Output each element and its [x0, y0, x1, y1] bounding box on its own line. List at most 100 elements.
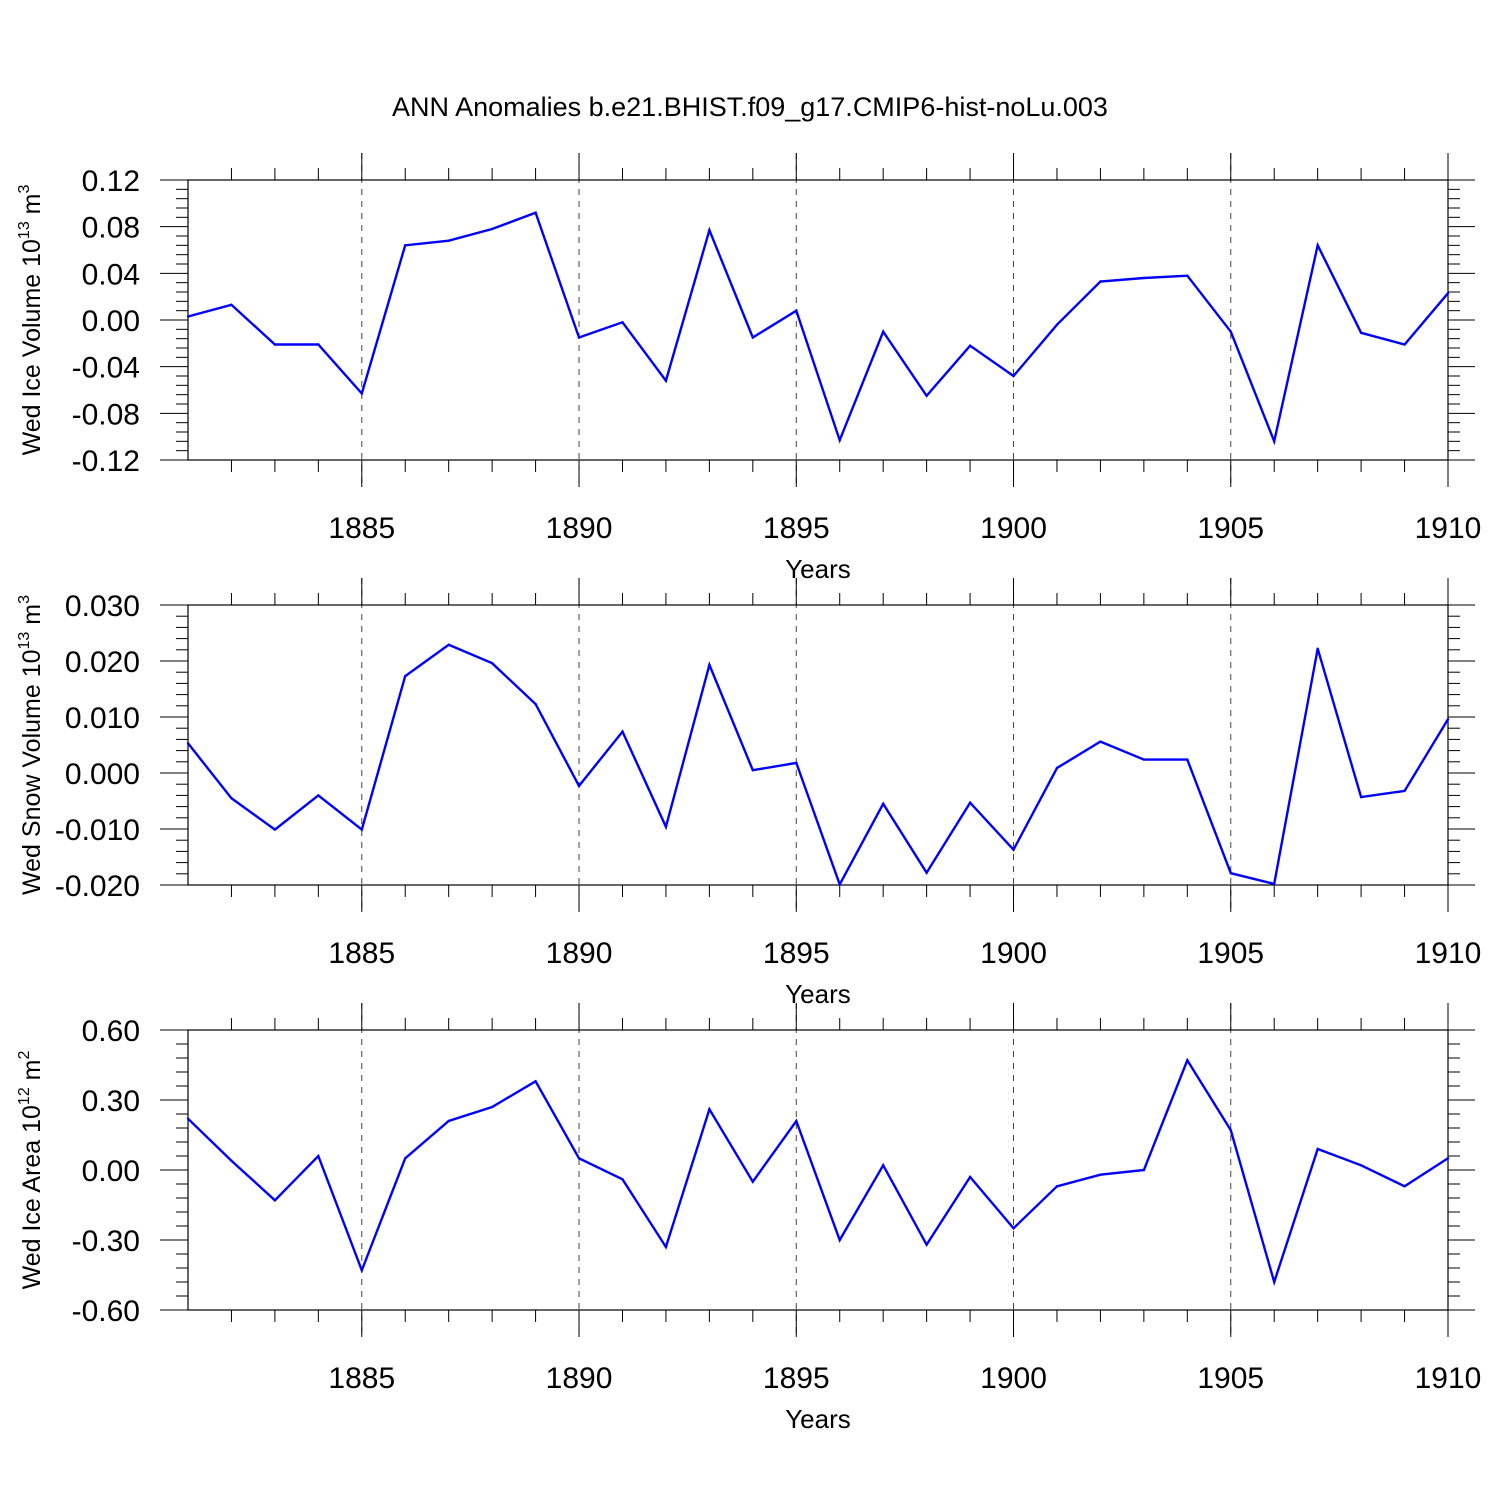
data-point [708, 228, 711, 232]
data-point [1229, 1129, 1232, 1132]
data-point [1403, 343, 1406, 346]
data-point [795, 761, 798, 765]
y-tick-label: -0.12 [72, 445, 140, 478]
y-tick-label: 0.30 [82, 1085, 140, 1118]
data-point [317, 1154, 320, 1158]
data-point [1099, 280, 1102, 283]
data-point [751, 1180, 755, 1183]
data-point [1316, 244, 1319, 247]
data-point [186, 315, 190, 318]
data-point [230, 1159, 233, 1162]
data-point [317, 794, 320, 797]
y-tick-label: 0.000 [65, 758, 140, 791]
x-tick-label: 1885 [328, 512, 395, 545]
data-point [577, 336, 581, 339]
data-point [621, 1178, 624, 1181]
data-point [1359, 795, 1363, 799]
data-point [1142, 758, 1146, 761]
plot-frame [187, 1029, 1449, 1311]
data-point [447, 239, 450, 242]
data-point [273, 1199, 277, 1202]
data-point [1186, 274, 1189, 277]
x-axis-label: Years [785, 979, 851, 1009]
data-point [1316, 647, 1319, 650]
x-axis-label: Years [785, 1404, 851, 1434]
data-point [534, 1080, 537, 1083]
data-point [1012, 1227, 1015, 1230]
data-point [795, 309, 798, 312]
data-point [1273, 882, 1276, 886]
x-tick-label: 1890 [546, 512, 613, 545]
data-point [1099, 740, 1102, 743]
data-point [1186, 758, 1189, 761]
data-point [881, 330, 885, 333]
data-point [1142, 1168, 1146, 1172]
data-point [490, 662, 494, 665]
data-point [404, 244, 407, 247]
x-tick-label: 1885 [328, 937, 395, 970]
data-point [577, 1157, 581, 1160]
data-point [230, 303, 233, 307]
data-point [968, 801, 972, 804]
x-axis-label: Years [785, 554, 851, 584]
data-point [273, 343, 277, 346]
x-tick-label: 1890 [546, 937, 613, 970]
data-point [838, 438, 841, 442]
data-point [795, 1119, 798, 1123]
y-axis-label: Wed Snow Volume 1013 m3 [16, 595, 46, 895]
y-tick-label: -0.30 [72, 1225, 140, 1258]
x-tick-label: 1885 [328, 1362, 395, 1395]
series-line [187, 211, 1449, 446]
data-point [1186, 1059, 1189, 1062]
data-point [1403, 1185, 1406, 1188]
series-line [187, 643, 1450, 888]
data-point [404, 674, 407, 678]
data-point [664, 825, 668, 828]
y-tick-label: 0.00 [82, 305, 140, 338]
data-point [838, 1238, 841, 1242]
data-point [1446, 291, 1450, 295]
plot-frame [187, 604, 1449, 886]
x-tick-label: 1900 [980, 512, 1047, 545]
data-point [925, 1243, 928, 1246]
data-point [621, 730, 624, 733]
data-point [186, 1117, 190, 1120]
panel-3: -0.60 -0.30 0.00 0.30 0.60 1885 1890 1895 1900 19… [16, 1003, 1481, 1434]
y-tick-label: -0.010 [55, 814, 140, 847]
x-tick-label: 1910 [1415, 937, 1482, 970]
data-point [1055, 323, 1059, 326]
panel-1: -0.12 -0.08 -0.04 0.00 0.04 0.08 0.12 1885 1890 1… [16, 153, 1481, 584]
y-tick-label: 0.030 [65, 590, 140, 623]
data-point [490, 227, 494, 231]
data-point [838, 883, 841, 886]
data-point [1099, 1173, 1102, 1176]
y-tick-label: -0.04 [72, 352, 140, 385]
x-tick-label: 1895 [763, 1362, 830, 1395]
data-point [186, 742, 190, 745]
data-point [534, 211, 537, 214]
data-point [273, 828, 277, 831]
data-point [1446, 718, 1450, 721]
data-point [1359, 1164, 1363, 1167]
data-point [404, 1157, 407, 1160]
data-point [881, 1164, 885, 1167]
data-point [447, 643, 450, 646]
x-tick-label: 1890 [546, 1362, 613, 1395]
data-point [881, 802, 885, 805]
data-point [1012, 374, 1015, 378]
y-axis-label: Wed Ice Volume 1013 m3 [16, 184, 46, 455]
x-tick-label: 1905 [1197, 937, 1264, 970]
data-point [490, 1105, 494, 1109]
data-point [751, 769, 755, 772]
data-point [751, 336, 755, 339]
data-point [1142, 276, 1146, 280]
data-point [1403, 789, 1406, 793]
data-point [708, 1108, 711, 1111]
data-point [1229, 872, 1232, 875]
data-point [1316, 1147, 1319, 1151]
data-point [1359, 331, 1363, 335]
y-tick-label: 0.00 [82, 1155, 140, 1188]
x-tick-label: 1905 [1197, 1362, 1264, 1395]
y-tick-label: 0.020 [65, 646, 140, 679]
y-tick-label: -0.08 [72, 398, 140, 431]
